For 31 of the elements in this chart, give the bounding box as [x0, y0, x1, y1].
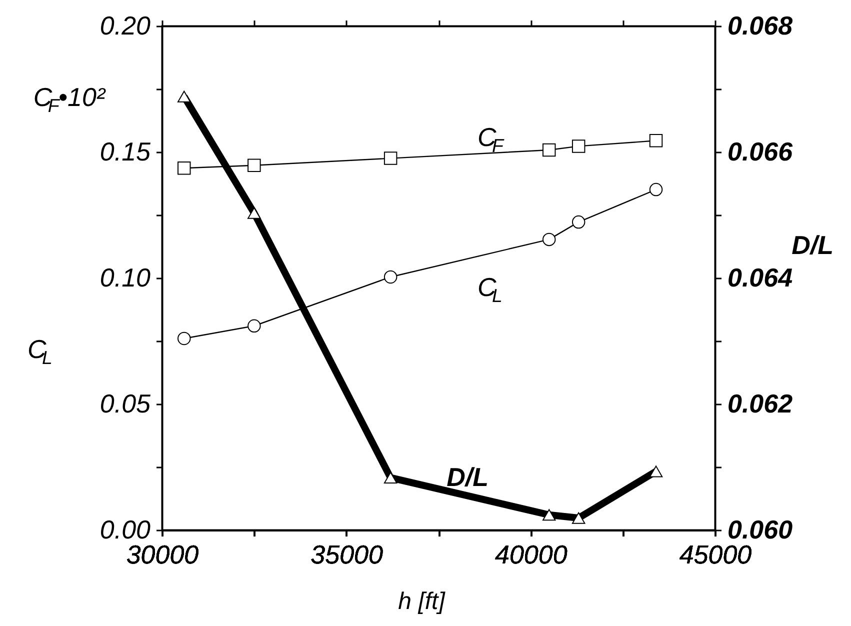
point [248, 319, 261, 332]
point [649, 466, 663, 478]
y-tick-label: 0.05 [100, 388, 152, 418]
point [384, 472, 398, 484]
point [177, 332, 191, 346]
point [248, 207, 261, 219]
point [649, 134, 663, 148]
point [572, 512, 586, 524]
point [542, 232, 556, 246]
point [542, 509, 556, 521]
x-tick-label: 40000 [495, 540, 568, 570]
series-label: D/L [446, 462, 488, 492]
y2-axis-title: D/L [792, 230, 834, 260]
y-tick-label: 0.10 [100, 262, 152, 292]
point [542, 143, 556, 157]
point [384, 152, 398, 165]
y2-tick-label: 0.068 [728, 10, 794, 40]
point [177, 90, 191, 102]
point [572, 215, 586, 229]
x-tick-label: 35000 [310, 540, 384, 570]
x-axis-title: h [ft] [398, 588, 446, 615]
y2-tick-label: 0.062 [728, 388, 794, 418]
y2-tick-label: 0.066 [728, 136, 794, 166]
point [572, 140, 586, 153]
point [248, 158, 261, 172]
y-tick-label: 0.20 [100, 10, 152, 40]
point [649, 182, 663, 196]
y-tick-label: 0.15 [100, 136, 152, 166]
y2-tick-label: 0.064 [728, 262, 794, 292]
point [177, 162, 191, 175]
point [384, 270, 398, 284]
